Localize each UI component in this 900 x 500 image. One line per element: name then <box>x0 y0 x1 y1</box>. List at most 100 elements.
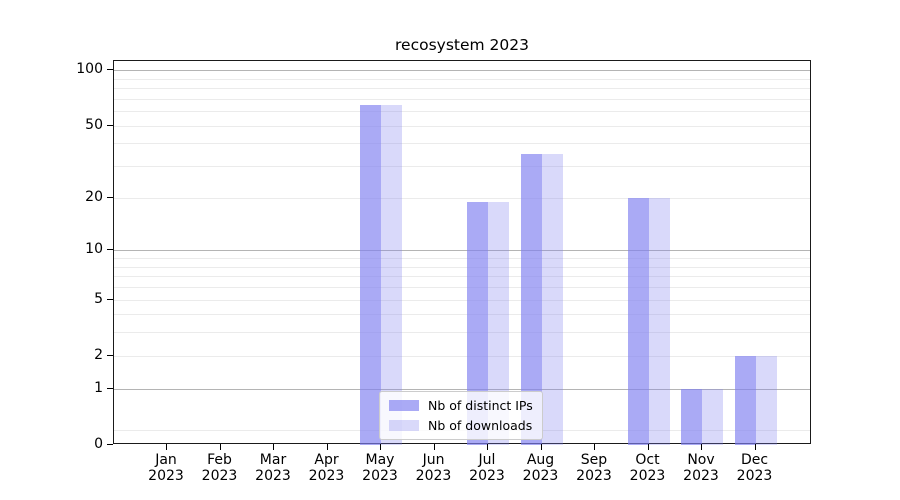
y-gridline-minor <box>114 266 810 268</box>
bar-aug-downloads <box>541 153 563 445</box>
y-gridline-major <box>114 388 810 390</box>
y-gridline-minor <box>114 88 810 89</box>
x-tick-month: Jan <box>155 452 177 468</box>
y-gridline-minor <box>114 166 810 168</box>
legend-item-downloads: Nb of downloads <box>389 418 533 433</box>
bar-may-downloads <box>381 104 402 445</box>
bar-nov-distinct-ips <box>681 388 702 445</box>
y-tick-mark <box>107 249 113 251</box>
bar-dec-downloads <box>755 355 777 445</box>
x-tick-mark <box>647 444 649 450</box>
bar-aug-distinct-ips <box>520 153 542 445</box>
y-gridline-minor <box>114 98 810 100</box>
x-tick-label-jul: Jul 2023 <box>452 452 522 484</box>
x-tick-mark <box>754 444 756 450</box>
chart-title: recosystem 2023 <box>395 36 529 54</box>
legend: Nb of distinct IPs Nb of downloads <box>379 391 543 440</box>
x-tick-label-dec: Dec 2023 <box>720 452 790 484</box>
y-tick-mark <box>107 69 113 71</box>
x-tick-year: 2023 <box>148 468 184 484</box>
x-tick-mark <box>701 444 702 450</box>
legend-swatch-distinct-ips-icon <box>389 400 419 411</box>
y-gridline-minor <box>114 276 810 278</box>
y-tick-mark <box>107 354 113 356</box>
x-tick-mark <box>594 444 595 450</box>
x-tick-month: May <box>365 452 395 468</box>
y-gridline-minor <box>114 125 810 127</box>
x-tick-mark <box>433 444 435 450</box>
x-tick-month: Dec <box>740 452 769 468</box>
y-tick-label: 0 <box>94 436 103 452</box>
x-tick-label-feb: Feb 2023 <box>185 452 255 484</box>
x-tick-year: 2023 <box>415 468 452 484</box>
y-gridline-minor <box>114 314 810 316</box>
x-tick-mark <box>326 444 328 450</box>
legend-label-downloads: Nb of downloads <box>428 418 533 433</box>
y-gridline-minor <box>114 355 810 357</box>
x-tick-mark <box>166 444 167 450</box>
x-tick-label-nov: Nov 2023 <box>666 452 736 484</box>
y-tick-label: 10 <box>85 241 103 258</box>
bar-oct-distinct-ips <box>627 197 649 445</box>
legend-swatch-downloads-icon <box>389 420 419 431</box>
x-tick-mark <box>540 444 542 450</box>
legend-item-distinct-ips: Nb of distinct IPs <box>389 398 533 413</box>
y-tick-label: 2 <box>94 346 103 363</box>
x-tick-label-jan: Jan 2023 <box>131 452 201 484</box>
x-tick-year: 2023 <box>522 468 559 484</box>
y-tick-mark <box>107 298 113 300</box>
y-tick-label: 1 <box>94 379 103 396</box>
x-tick-label-jun: Jun 2023 <box>399 452 469 484</box>
y-gridline-minor <box>114 332 810 334</box>
x-tick-month: Aug <box>526 452 555 468</box>
y-gridline-minor <box>114 143 810 145</box>
x-tick-month: Nov <box>687 452 715 468</box>
x-tick-year: 2023 <box>629 468 666 484</box>
x-tick-year: 2023 <box>683 468 719 484</box>
x-tick-year: 2023 <box>308 468 345 484</box>
bar-oct-downloads <box>648 197 670 445</box>
x-tick-month: Jul <box>478 452 496 468</box>
bar-dec-distinct-ips <box>734 355 756 445</box>
x-tick-month: Feb <box>207 452 232 468</box>
y-tick-label: 20 <box>85 188 103 205</box>
y-gridline-minor <box>114 286 810 288</box>
x-tick-month: Sep <box>580 452 608 468</box>
y-tick-label: 50 <box>85 116 103 133</box>
x-tick-month: Oct <box>635 452 660 468</box>
x-tick-mark <box>219 444 221 450</box>
bar-may-distinct-ips <box>360 104 381 445</box>
x-tick-month: Mar <box>259 452 287 468</box>
x-tick-year: 2023 <box>362 468 398 484</box>
x-tick-mark <box>487 444 488 450</box>
y-tick-mark <box>107 444 113 445</box>
x-tick-year: 2023 <box>736 468 773 484</box>
y-tick-label: 100 <box>76 61 103 78</box>
y-gridline-minor <box>114 78 810 80</box>
y-gridline-minor <box>114 258 810 259</box>
x-tick-mark <box>273 444 274 450</box>
x-tick-label-mar: Mar 2023 <box>238 452 308 484</box>
x-tick-year: 2023 <box>576 468 612 484</box>
x-tick-label-sep: Sep 2023 <box>559 452 629 484</box>
plot-area: Nb of distinct IPs Nb of downloads <box>113 60 811 445</box>
y-gridline-minor <box>114 299 810 301</box>
y-gridline-minor <box>114 197 810 199</box>
y-tick-mark <box>107 387 113 389</box>
y-gridline-minor <box>114 111 810 113</box>
y-tick-mark <box>107 124 113 126</box>
x-tick-year: 2023 <box>255 468 291 484</box>
y-gridline-major <box>114 250 810 252</box>
bar-jul-distinct-ips <box>467 201 488 445</box>
y-gridline-major <box>114 70 810 72</box>
bar-jul-downloads <box>488 201 509 445</box>
x-tick-label-apr: Apr 2023 <box>292 452 362 484</box>
x-tick-year: 2023 <box>469 468 505 484</box>
x-tick-label-oct: Oct 2023 <box>613 452 683 484</box>
x-tick-year: 2023 <box>201 468 238 484</box>
y-tick-label: 5 <box>94 290 103 307</box>
x-tick-label-aug: Aug 2023 <box>506 452 576 484</box>
legend-label-distinct-ips: Nb of distinct IPs <box>428 398 533 413</box>
y-tick-mark <box>107 196 113 198</box>
